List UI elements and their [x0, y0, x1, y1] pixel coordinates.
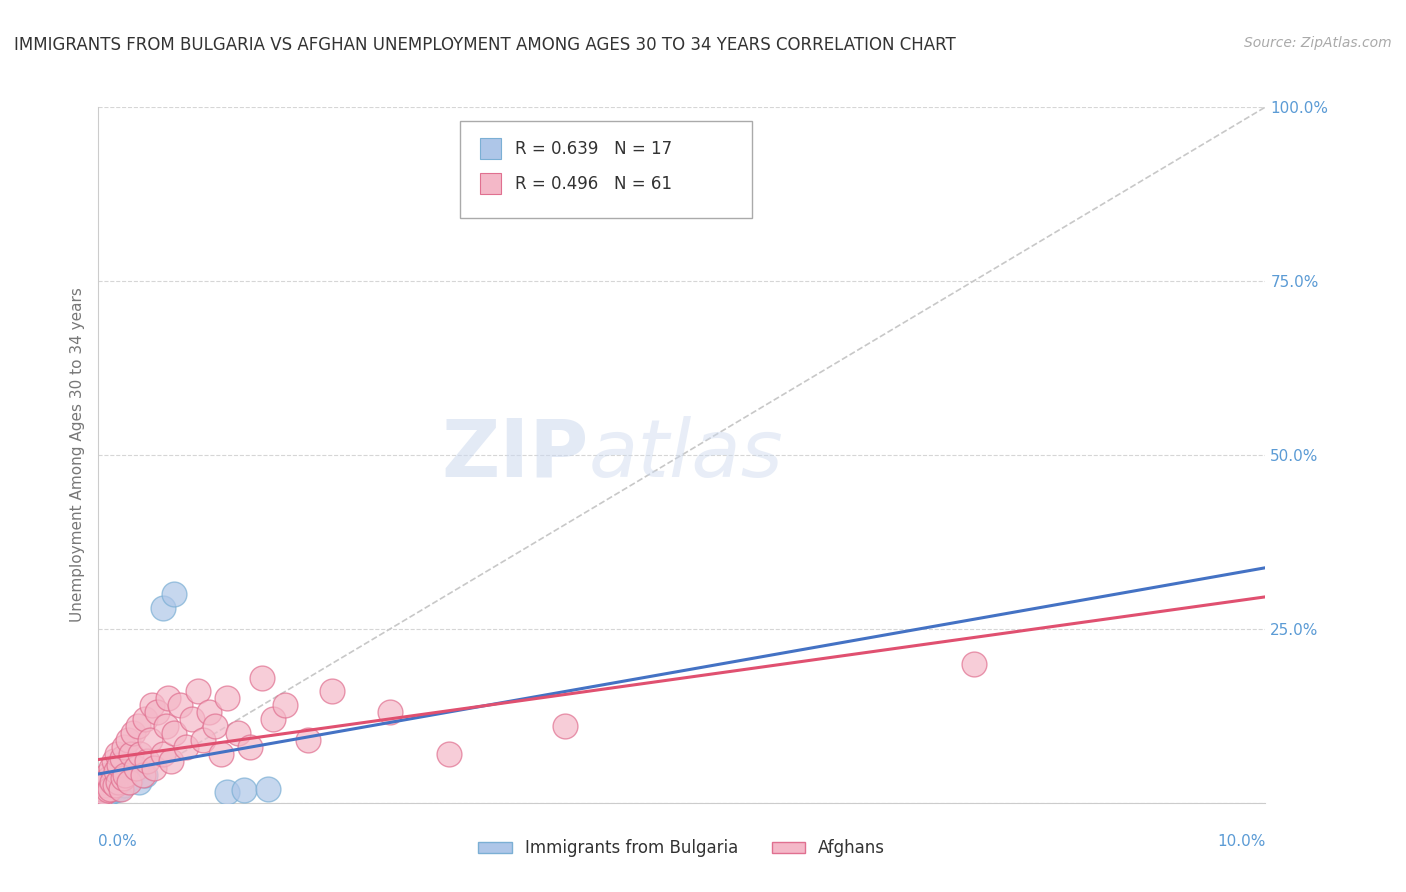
Legend: Immigrants from Bulgaria, Afghans: Immigrants from Bulgaria, Afghans — [472, 833, 891, 864]
Point — [91, 785, 114, 799]
Point — [163, 587, 186, 601]
Point — [198, 706, 221, 720]
Text: Source: ZipAtlas.com: Source: ZipAtlas.com — [1244, 36, 1392, 50]
Point — [112, 740, 135, 755]
Point — [91, 785, 114, 799]
Point — [187, 684, 209, 698]
FancyBboxPatch shape — [479, 138, 501, 159]
Point — [111, 772, 134, 786]
Point — [233, 783, 256, 797]
Point — [152, 601, 174, 615]
Point — [146, 706, 169, 720]
Text: ZIP: ZIP — [441, 416, 589, 494]
Point — [215, 785, 238, 799]
Point — [169, 698, 191, 713]
Point — [117, 733, 139, 747]
Point — [93, 775, 115, 789]
Point — [108, 757, 131, 772]
Point — [127, 719, 149, 733]
Point — [125, 761, 148, 775]
Point — [321, 684, 343, 698]
Text: R = 0.639   N = 17: R = 0.639 N = 17 — [515, 140, 672, 158]
Point — [180, 712, 202, 726]
Point — [157, 691, 180, 706]
Text: atlas: atlas — [589, 416, 783, 494]
Point — [90, 789, 112, 803]
Point — [174, 740, 197, 755]
Point — [94, 789, 117, 803]
Point — [134, 712, 156, 726]
Point — [96, 768, 118, 782]
Point — [105, 747, 128, 761]
Y-axis label: Unemployment Among Ages 30 to 34 years: Unemployment Among Ages 30 to 34 years — [69, 287, 84, 623]
Point — [136, 754, 159, 768]
Point — [962, 657, 984, 671]
Point — [101, 775, 124, 789]
Point — [97, 772, 120, 786]
Point — [108, 781, 131, 796]
Point — [143, 761, 166, 775]
Point — [128, 775, 150, 789]
Point — [111, 750, 134, 764]
Point — [250, 671, 273, 685]
Point — [163, 726, 186, 740]
Point — [101, 778, 124, 793]
Point — [239, 740, 262, 755]
Text: 0.0%: 0.0% — [98, 834, 138, 849]
Point — [100, 761, 122, 775]
Point — [90, 781, 112, 796]
Point — [98, 781, 121, 796]
Point — [105, 775, 128, 789]
Point — [204, 719, 226, 733]
Point — [256, 781, 278, 796]
Point — [107, 775, 129, 789]
Point — [120, 772, 142, 786]
Text: IMMIGRANTS FROM BULGARIA VS AFGHAN UNEMPLOYMENT AMONG AGES 30 TO 34 YEARS CORREL: IMMIGRANTS FROM BULGARIA VS AFGHAN UNEMP… — [14, 36, 956, 54]
Point — [97, 781, 120, 796]
Point — [98, 785, 121, 799]
Point — [112, 778, 135, 793]
Point — [215, 691, 238, 706]
Point — [134, 768, 156, 782]
FancyBboxPatch shape — [460, 121, 752, 219]
Point — [297, 733, 319, 747]
Point — [110, 781, 132, 796]
FancyBboxPatch shape — [479, 173, 501, 194]
Point — [129, 747, 152, 761]
Point — [274, 698, 297, 713]
Point — [103, 754, 125, 768]
Point — [94, 778, 117, 793]
Point — [263, 712, 285, 726]
Point — [155, 719, 177, 733]
Point — [97, 783, 120, 797]
Point — [104, 783, 127, 797]
Point — [380, 706, 402, 720]
Point — [139, 733, 162, 747]
Point — [104, 778, 127, 793]
Text: 10.0%: 10.0% — [1218, 834, 1265, 849]
Point — [114, 768, 136, 782]
Point — [193, 733, 215, 747]
Point — [120, 747, 142, 761]
Text: R = 0.496   N = 61: R = 0.496 N = 61 — [515, 175, 672, 193]
Point — [554, 719, 576, 733]
Point — [159, 754, 181, 768]
Point — [152, 747, 174, 761]
Point — [132, 768, 155, 782]
Point — [118, 775, 141, 789]
Point — [437, 747, 460, 761]
Point — [104, 764, 127, 779]
Point — [122, 726, 145, 740]
Point — [228, 726, 250, 740]
Point — [209, 747, 232, 761]
Point — [141, 698, 163, 713]
